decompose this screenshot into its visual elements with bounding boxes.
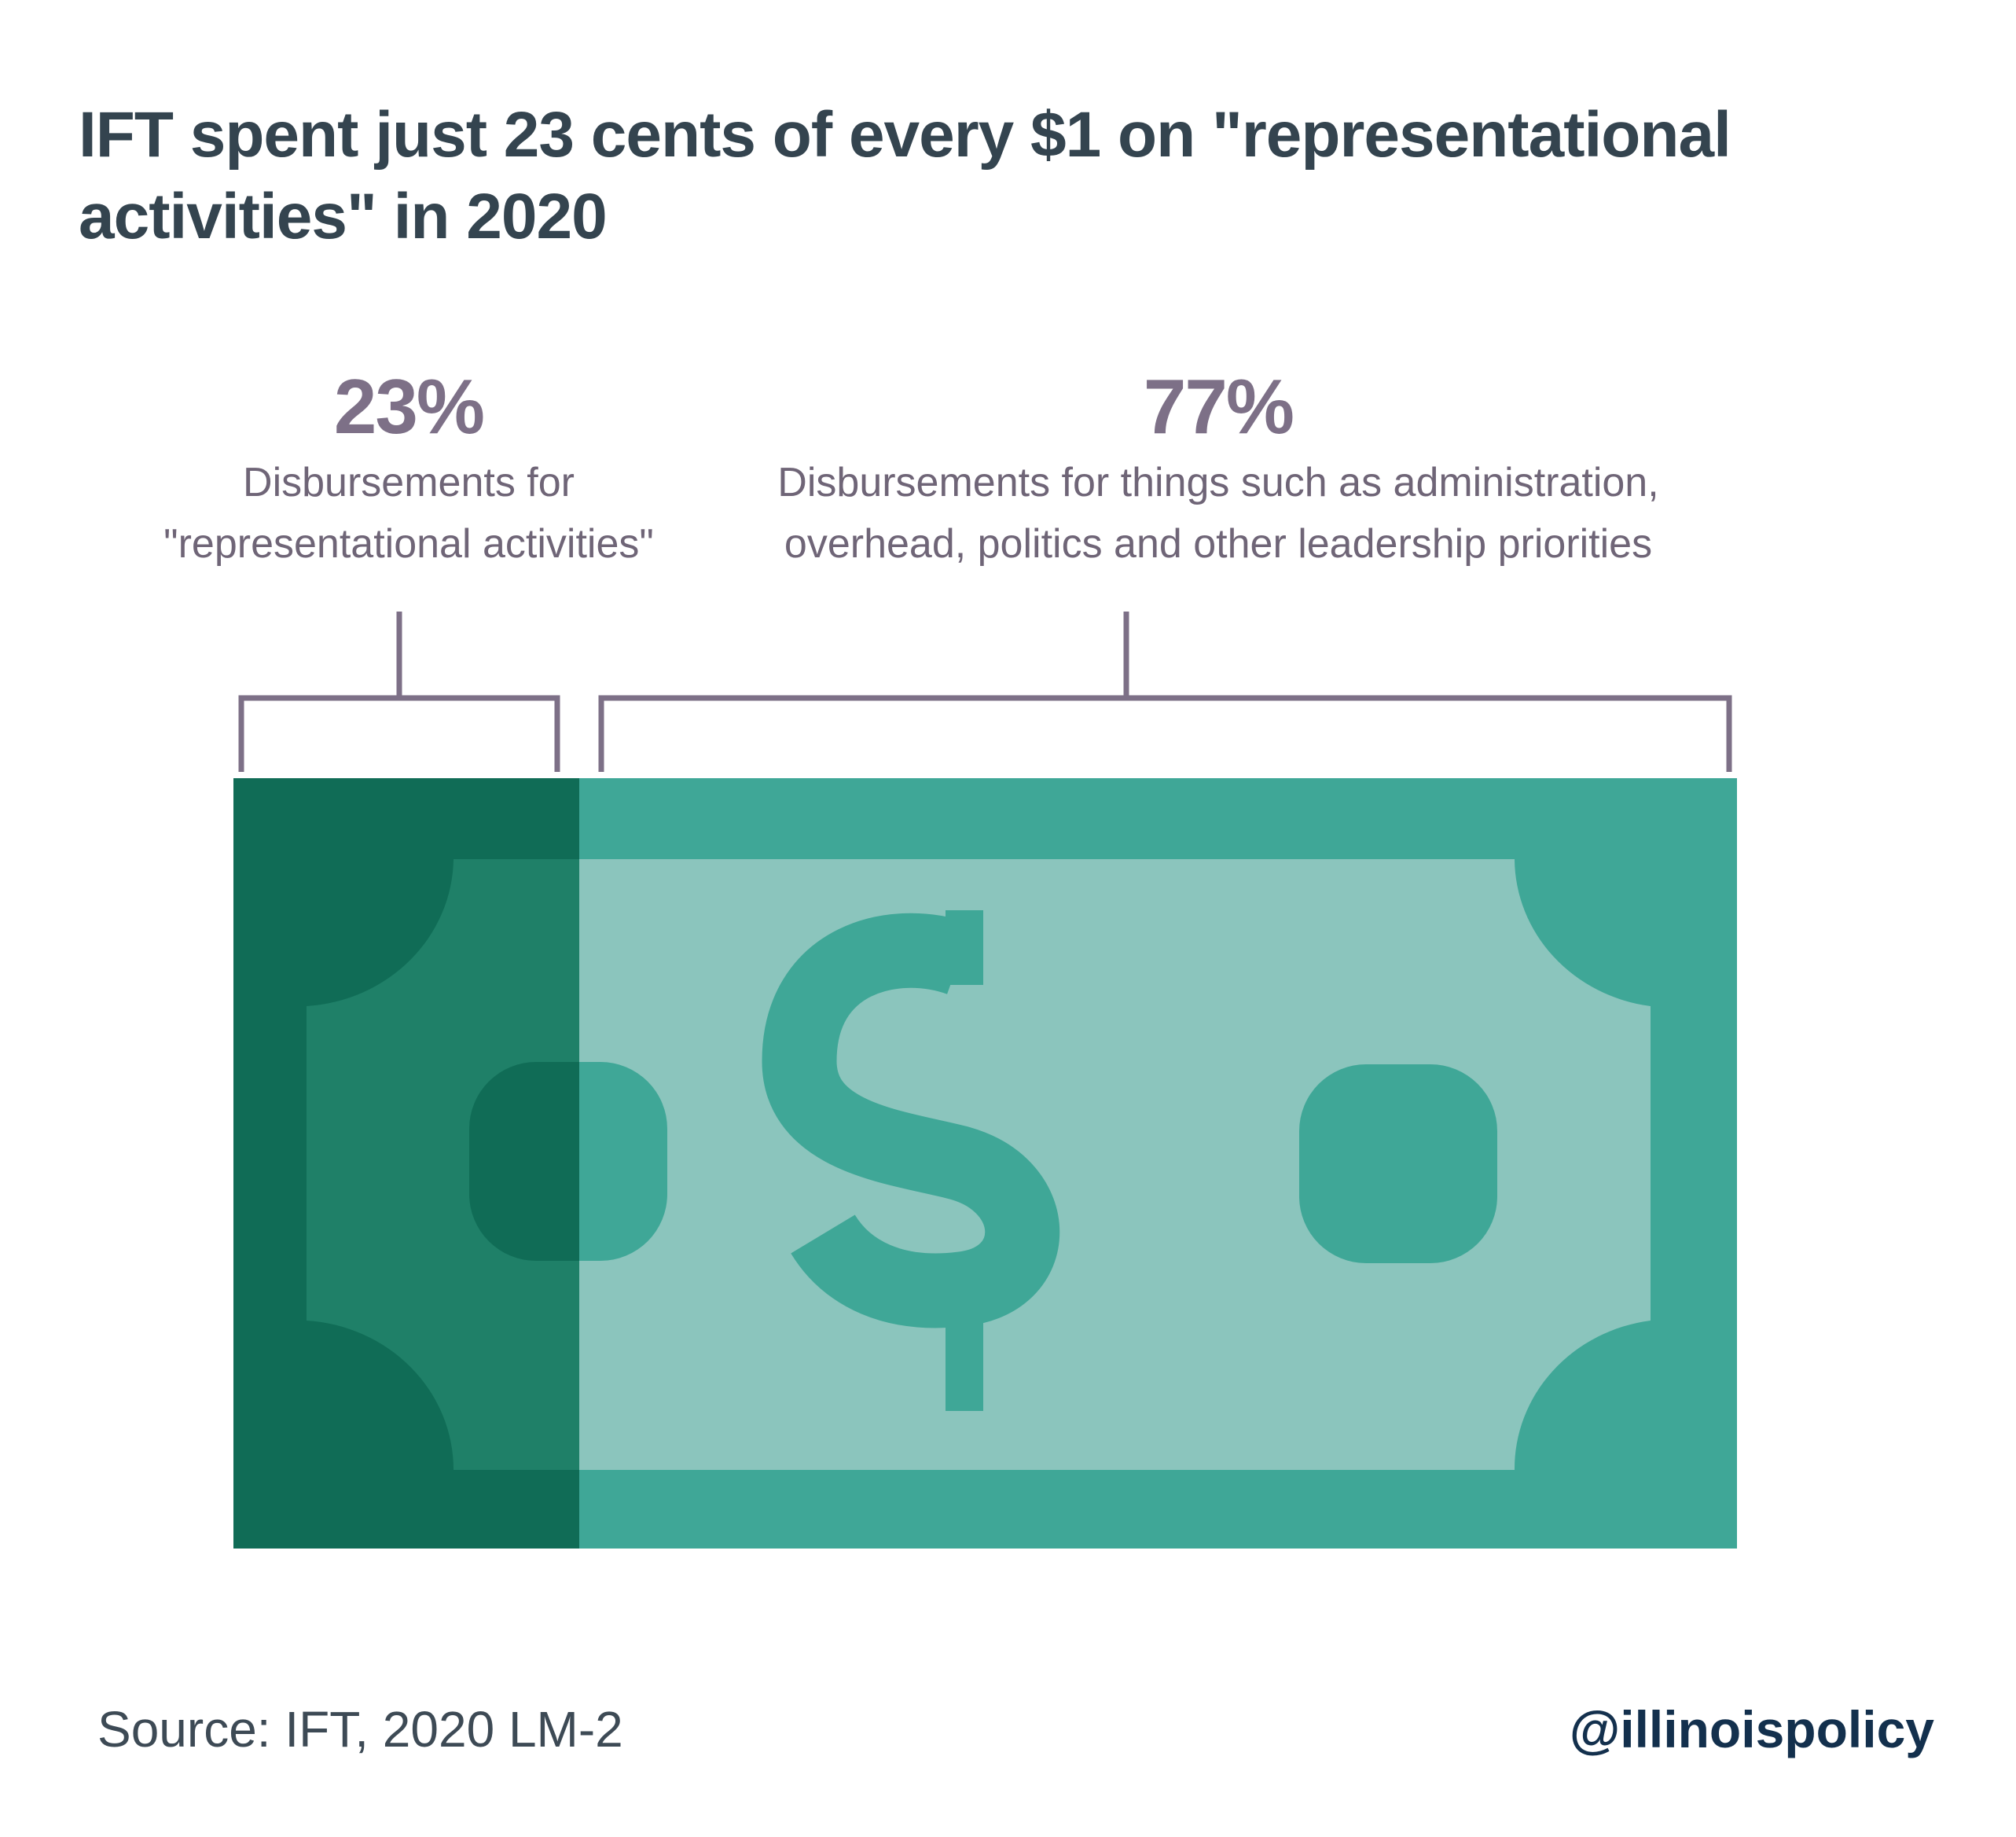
data-label-other: 77%	[1143, 363, 1294, 450]
bill-share-inner-panel	[307, 859, 579, 1470]
bracket-1	[598, 612, 1732, 772]
source-note: Source: IFT, 2020 LM-2	[97, 1701, 623, 1758]
bill-base-right-ornament	[1299, 1064, 1497, 1263]
brand-handle: @illinoispolicy	[1569, 1700, 1934, 1758]
bill-base-dollar-bottom	[946, 1293, 983, 1411]
category-label-line: Disbursements for	[243, 460, 575, 505]
category-label-line: Disbursements for things such as adminis…	[777, 460, 1659, 505]
bracket-path-0	[238, 612, 560, 772]
bill-base-dollar-s	[762, 913, 1060, 1328]
bracket-0	[238, 612, 560, 772]
bill-base-dollar-top	[946, 910, 983, 985]
bill-share-left-ornament	[469, 1062, 579, 1261]
category-label-representational: Disbursements for "representational acti…	[118, 452, 700, 575]
bill-share-layer	[233, 778, 579, 1549]
data-label-representational: 23%	[333, 363, 485, 450]
category-label-line: "representational activities"	[163, 521, 654, 567]
category-label-other: Disbursements for things such as adminis…	[692, 452, 1745, 575]
category-label-line: overhead, politics and other leadership …	[784, 521, 1653, 567]
bill-share-overlay	[233, 778, 579, 1549]
chart-title: IFT spent just 23 cents of every $1 on "…	[79, 99, 1731, 252]
bracket-path-1	[598, 612, 1732, 772]
